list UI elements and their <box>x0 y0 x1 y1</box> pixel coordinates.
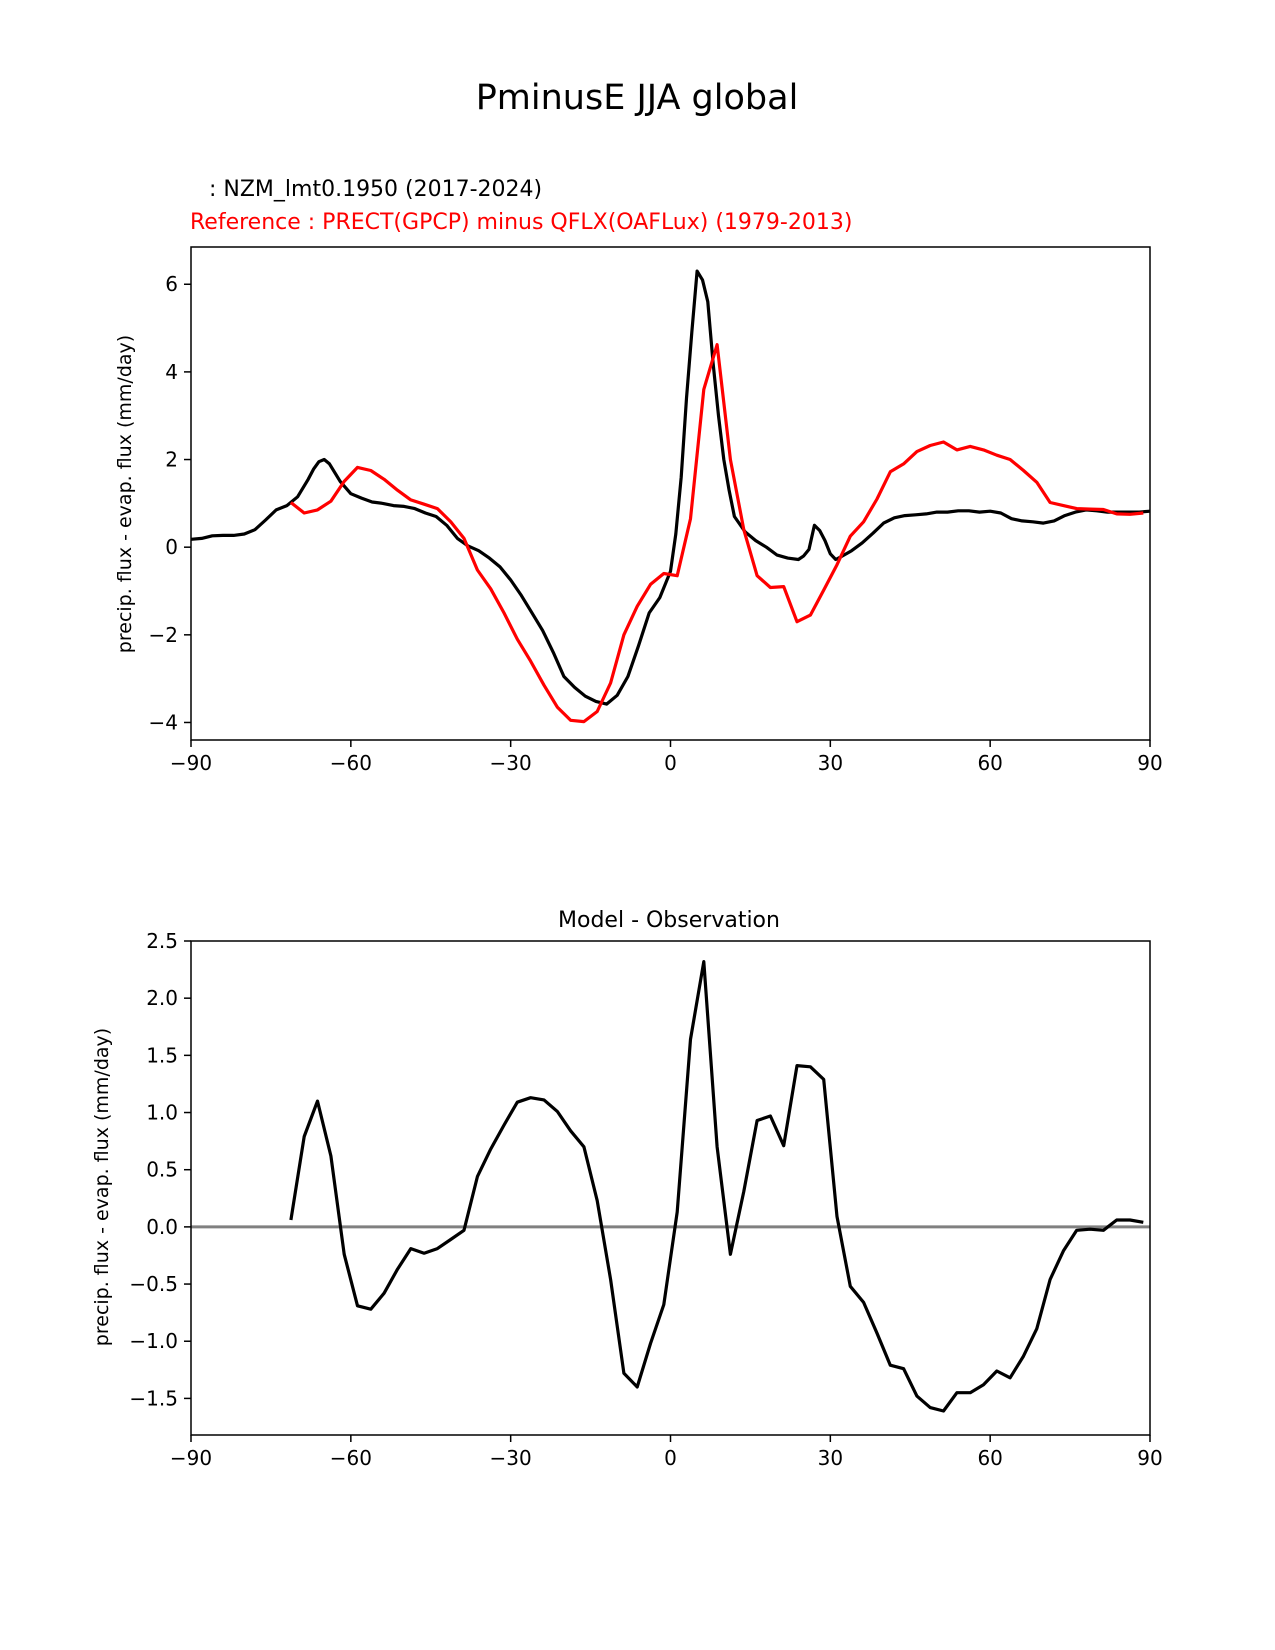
bottom-axes-frame <box>190 940 1151 1436</box>
x-tick-label: −30 <box>490 751 532 775</box>
x-tick-label: −30 <box>490 1446 532 1470</box>
series-line-difference <box>289 960 1144 1413</box>
x-tick-label: −90 <box>170 1446 212 1470</box>
top-panel: : NZM_lmt0.1950 (2017-2024) Reference : … <box>114 177 1163 775</box>
top-tick-layer: −90 −60 −30 0 30 60 90 −4 −2 0 2 4 6 <box>149 272 1163 775</box>
top-plot-layer <box>190 269 1151 724</box>
y-tick-label: 1.0 <box>146 1101 178 1125</box>
y-tick-label: −0.5 <box>129 1272 178 1296</box>
y-tick-label: 0.5 <box>146 1158 178 1182</box>
x-tick-label: 30 <box>818 1446 843 1470</box>
bottom-panel: Model - Observation precip. flux - evap.… <box>91 908 1163 1470</box>
y-tick-label: 6 <box>165 272 178 296</box>
x-tick-label: 60 <box>977 751 1002 775</box>
series-line-test <box>190 269 1151 706</box>
x-tick-label: −90 <box>170 751 212 775</box>
figure-title: PminusE JJA global <box>476 78 799 118</box>
bottom-plot-layer <box>191 960 1150 1413</box>
top-ylabel: precip. flux - evap. flux (mm/day) <box>114 335 136 653</box>
y-tick-label: 1.5 <box>146 1043 178 1067</box>
y-tick-label: 0 <box>165 535 178 559</box>
y-tick-label: 0.0 <box>146 1215 178 1239</box>
y-tick-label: 2 <box>165 448 178 472</box>
series-line-reference <box>289 343 1144 724</box>
x-tick-label: 90 <box>1137 1446 1162 1470</box>
bottom-ylabel: precip. flux - evap. flux (mm/day) <box>91 1028 113 1346</box>
y-tick-label: 4 <box>165 360 178 384</box>
reference-label: Reference : PRECT(GPCP) minus QFLX(OAFLu… <box>190 210 852 235</box>
top-axes-frame <box>190 246 1151 741</box>
x-tick-label: 30 <box>818 751 843 775</box>
y-tick-label: −2 <box>149 623 178 647</box>
bottom-tick-layer: −90 −60 −30 0 30 60 90 −1.5 −1.0 −0.5 0.0 0.5 1.0 1.5… <box>129 929 1162 1470</box>
y-tick-label: −1.0 <box>129 1329 178 1353</box>
y-tick-label: 2.0 <box>146 986 178 1010</box>
x-tick-label: −60 <box>330 751 372 775</box>
x-tick-label: −60 <box>330 1446 372 1470</box>
y-tick-label: −4 <box>149 710 178 734</box>
x-tick-label: 60 <box>977 1446 1002 1470</box>
x-tick-label: 90 <box>1137 751 1162 775</box>
x-tick-label: 0 <box>664 751 677 775</box>
x-tick-label: 0 <box>664 1446 677 1470</box>
bottom-title: Model - Observation <box>558 908 780 933</box>
y-tick-label: −1.5 <box>129 1386 178 1410</box>
y-tick-label: 2.5 <box>146 929 178 953</box>
test-label: : NZM_lmt0.1950 (2017-2024) <box>202 177 542 202</box>
